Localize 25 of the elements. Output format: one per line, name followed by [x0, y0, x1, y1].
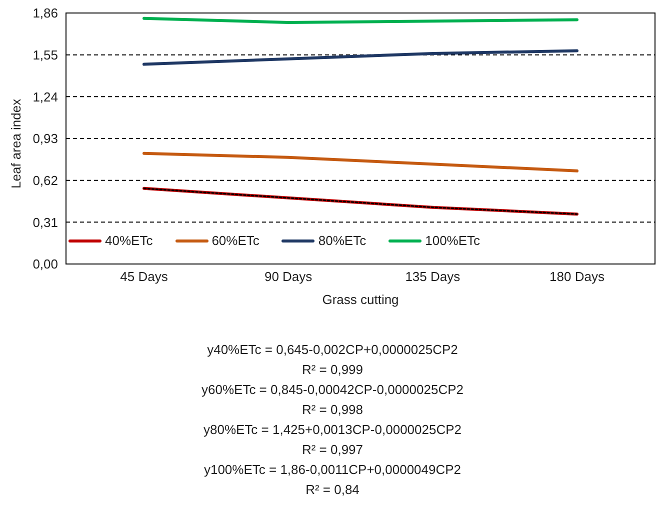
y-tick-label: 0,62 — [32, 172, 58, 188]
text: R² = 0,997 — [300, 441, 364, 459]
text: y100%ETc = 1,86-0,0011CP+0,0000049CP2 — [202, 461, 462, 479]
y-tick-label: 0,00 — [32, 256, 58, 272]
y-tick-label: 1,55 — [32, 47, 58, 62]
text: R² = 0,998 — [300, 401, 364, 419]
text: R² = 0,84 — [304, 481, 360, 499]
y-tick-label: 0,31 — [32, 214, 58, 230]
x-tick-label: 180 Days — [550, 269, 605, 284]
text: y40%ETc = 0,645-0,002CP+0,0000025CP2 — [206, 341, 459, 359]
x-tick-label: 135 Days — [405, 269, 461, 284]
text: y80%ETc = 1,425+0,0013CP-0,0000025CP2 — [202, 421, 463, 439]
legend-label: 60%ETc — [210, 233, 260, 248]
x-axis-title: Grass cutting — [322, 292, 399, 307]
y-tick-label: 0,93 — [32, 131, 58, 146]
x-tick-label: 90 Days — [264, 269, 313, 284]
x-tick-label: 45 Days — [120, 269, 168, 284]
text: R² = 0,999 — [300, 361, 364, 379]
text: y60%ETc = 0,845-0,00042CP-0,0000025CP2 — [200, 381, 464, 399]
y-tick-label: 1,86 — [32, 6, 58, 21]
y-tick-label: 1,24 — [32, 89, 58, 104]
y-axis-title: Leaf area index — [8, 98, 24, 188]
legend-label: 40%ETc — [104, 233, 153, 248]
legend-label: 100%ETc — [424, 233, 480, 248]
legend-label: 80%ETc — [317, 233, 366, 248]
